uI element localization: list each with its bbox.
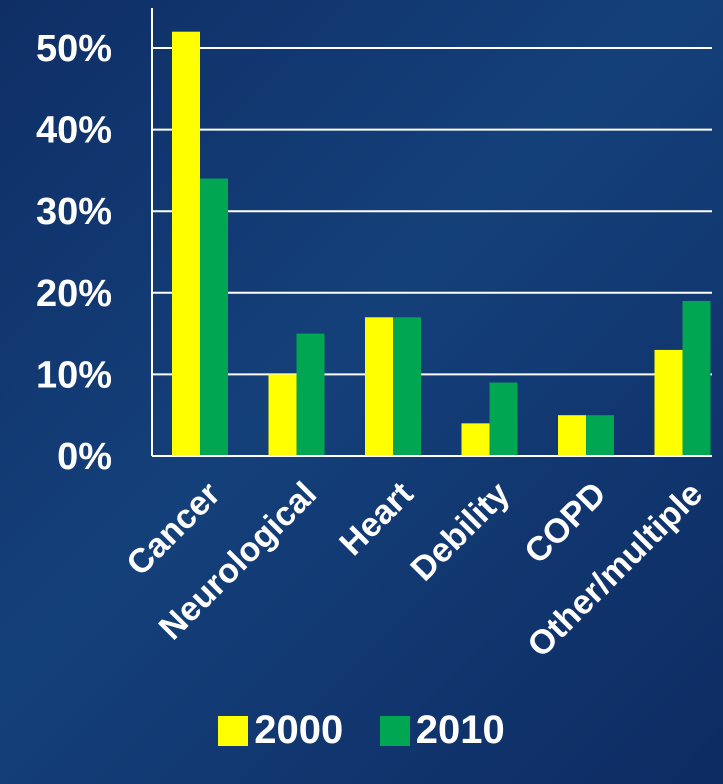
- x-category-label: Debility: [403, 475, 517, 589]
- bar-2000-cancer: [172, 31, 200, 457]
- y-tick-label: 40%: [36, 110, 112, 152]
- bar-2010-cancer: [200, 178, 228, 456]
- x-category-label: Heart: [332, 475, 420, 563]
- x-category-label: COPD: [517, 475, 613, 571]
- bar-2010-other-multiple: [682, 300, 711, 456]
- bar-2010-debility: [489, 382, 518, 456]
- legend-swatch-2010: [379, 715, 410, 746]
- bar-2000-debility: [461, 423, 490, 456]
- bar-2010-heart: [393, 317, 421, 456]
- y-tick-label: 10%: [36, 354, 112, 396]
- y-tick-label: 30%: [36, 191, 112, 233]
- legend-label-2000: 2000: [254, 708, 344, 752]
- bar-2000-neurological: [268, 374, 297, 456]
- y-tick-label: 50%: [36, 28, 112, 70]
- legend: 2000 2010: [0, 708, 723, 753]
- bars: [172, 31, 711, 457]
- x-category-label: Other/multiple: [520, 475, 710, 665]
- legend-swatch-2000: [218, 715, 249, 746]
- bar-2010-neurological: [296, 333, 325, 456]
- y-tick-label: 0%: [57, 436, 112, 478]
- y-tick-label: 20%: [36, 273, 112, 315]
- bar-2000-heart: [365, 317, 393, 456]
- bar-2000-other-multiple: [654, 349, 683, 456]
- legend-item-2010: 2010: [379, 708, 505, 753]
- y-axis-tick-labels: 0% 10% 20% 30% 40% 50%: [36, 28, 112, 478]
- gridlines: [152, 47, 712, 376]
- legend-item-2000: 2000: [218, 708, 343, 753]
- bar-2010-copd: [586, 415, 614, 456]
- bar-2000-copd: [558, 415, 586, 456]
- legend-label-2010: 2010: [415, 708, 505, 752]
